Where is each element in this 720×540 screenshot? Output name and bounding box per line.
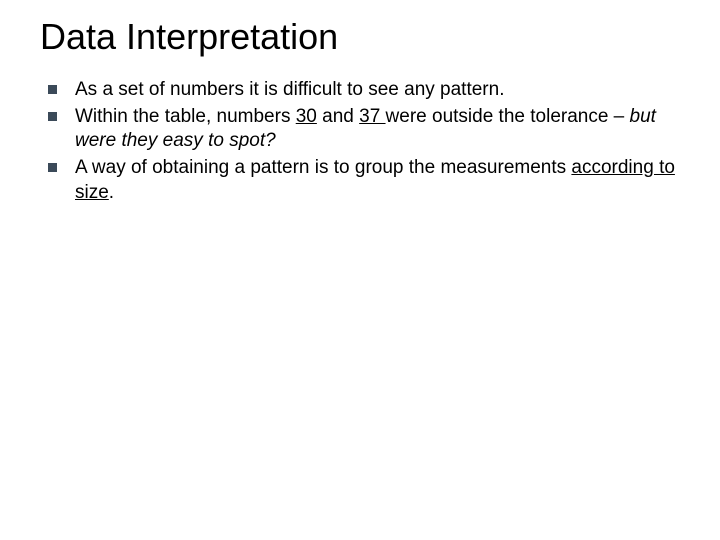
text-segment-underline: 30 [296,106,317,127]
bullet-marker-icon [48,112,57,121]
list-item: As a set of numbers it is difficult to s… [48,78,690,103]
text-segment: . [109,182,114,203]
bullet-list: As a set of numbers it is difficult to s… [40,78,690,205]
bullet-marker-icon [48,85,57,94]
text-segment: A way of obtaining a pattern is to group… [75,157,571,178]
list-item: A way of obtaining a pattern is to group… [48,156,690,205]
bullet-marker-icon [48,163,57,172]
text-segment-underline: 37 [359,106,385,127]
slide-title: Data Interpretation [40,16,690,58]
text-segment: and [317,106,359,127]
text-segment: were outside the tolerance – [386,106,630,127]
text-segment: As a set of numbers it is difficult to s… [75,79,504,100]
bullet-text: As a set of numbers it is difficult to s… [75,78,690,103]
list-item: Within the table, numbers 30 and 37 were… [48,105,690,154]
text-segment: Within the table, numbers [75,106,296,127]
bullet-text: A way of obtaining a pattern is to group… [75,156,690,205]
bullet-text: Within the table, numbers 30 and 37 were… [75,105,690,154]
